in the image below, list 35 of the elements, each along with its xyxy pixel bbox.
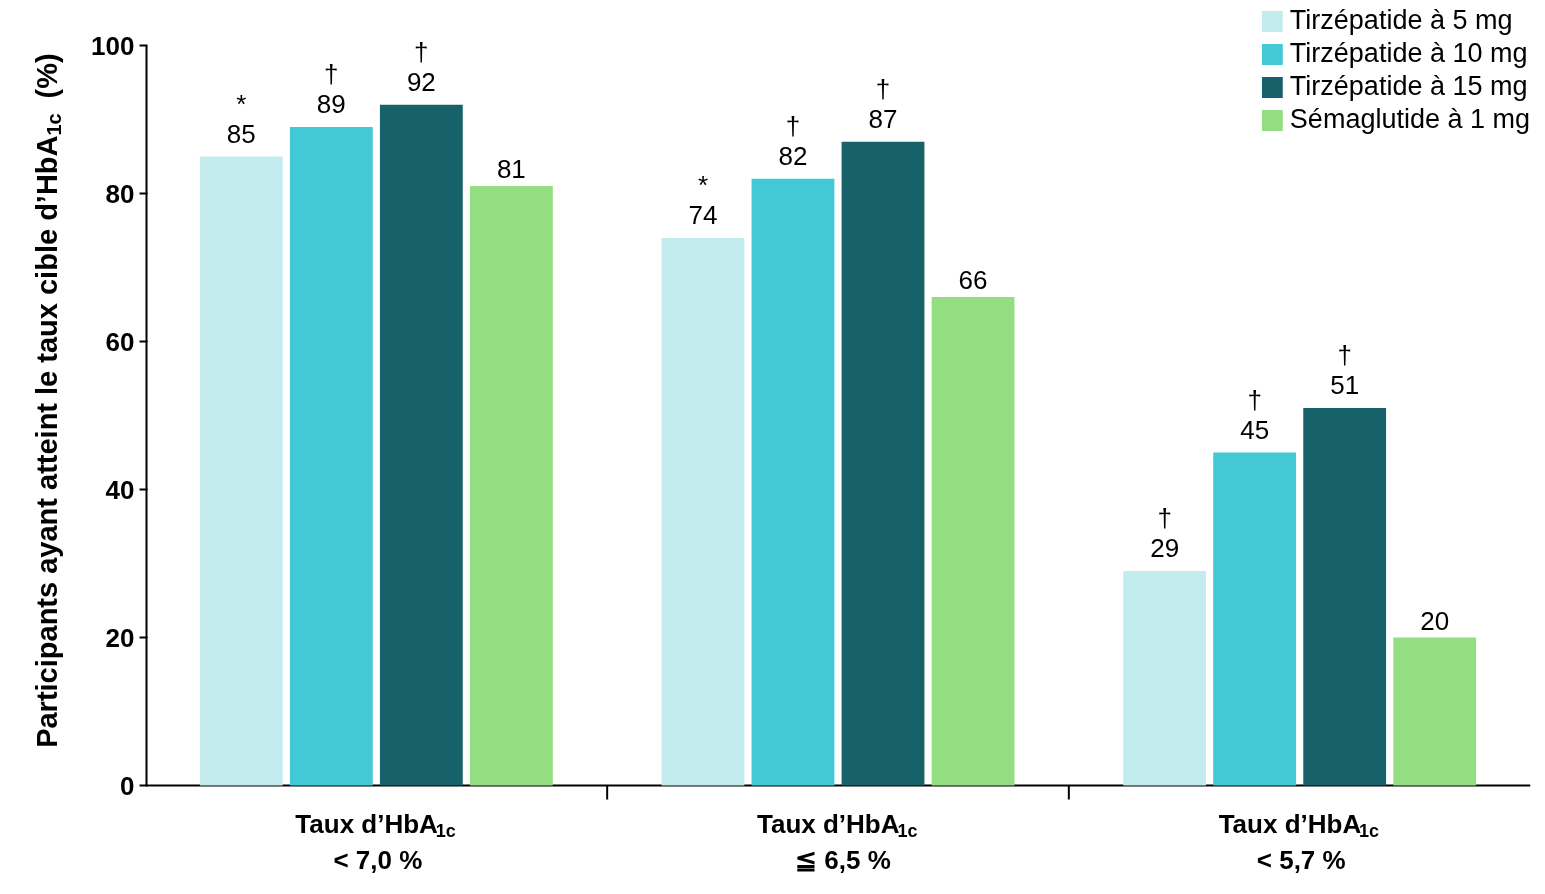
- legend-label: Sémaglutide à 1 mg: [1289, 104, 1530, 135]
- bar: [841, 141, 925, 786]
- y-tick-label: 40: [105, 474, 135, 505]
- bar: [289, 126, 373, 786]
- legend-label: Tirzépatide à 10 mg: [1289, 38, 1528, 69]
- data-label: 66: [958, 265, 988, 296]
- bar: [1213, 452, 1297, 786]
- bar: [661, 237, 745, 786]
- data-label: 20: [1420, 605, 1450, 636]
- bar: [199, 156, 283, 786]
- bar: [1123, 570, 1207, 786]
- y-tick-label: 80: [105, 178, 135, 209]
- data-label: † 82: [778, 110, 808, 171]
- y-tick-label: 60: [105, 326, 135, 357]
- bar: [751, 178, 835, 786]
- data-label: * 85: [226, 88, 256, 149]
- y-tick-label: 100: [91, 30, 135, 61]
- legend-label: Tirzépatide à 5 mg: [1289, 5, 1513, 36]
- bar: [1303, 408, 1387, 786]
- bar: [379, 104, 463, 786]
- bar: [1393, 637, 1477, 786]
- y-tick-label: 0: [120, 770, 135, 801]
- data-label: † 87: [868, 73, 898, 134]
- data-label: † 89: [316, 58, 346, 119]
- data-label: * 74: [688, 169, 718, 230]
- bar: [469, 186, 553, 786]
- legend-label: Tirzépatide à 15 mg: [1289, 71, 1528, 102]
- data-label: † 92: [406, 36, 436, 97]
- y-axis-title: Participants ayant atteint le taux cible d’HbA1c (%): [30, 53, 65, 748]
- y-tick-label: 20: [105, 622, 135, 653]
- bar: [931, 297, 1015, 786]
- data-label: † 45: [1240, 384, 1270, 445]
- data-label: † 51: [1330, 340, 1360, 401]
- data-label: † 29: [1150, 502, 1180, 563]
- data-label: 81: [496, 154, 526, 185]
